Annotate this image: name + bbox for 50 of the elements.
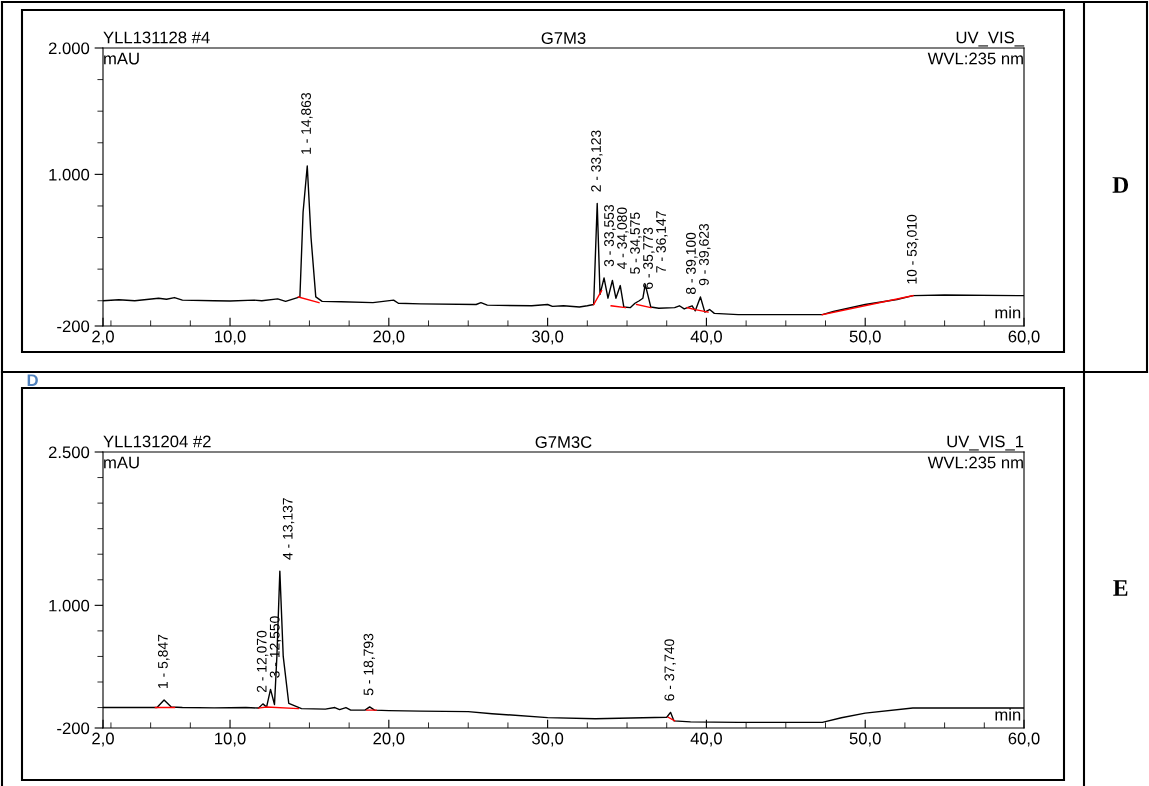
annotation: 6 - 37,740 bbox=[664, 639, 676, 701]
chart-title: G7M3C bbox=[535, 436, 592, 448]
text: D bbox=[27, 374, 38, 386]
x-tick-label: 60,0 bbox=[1008, 732, 1040, 747]
y-axis-title: mAU bbox=[104, 52, 139, 65]
x-tick-label: 20,0 bbox=[373, 732, 405, 747]
text: YLL131204 #2 bbox=[103, 435, 211, 448]
y-tick-label: 1.000 bbox=[49, 168, 90, 181]
annotation: 10 - 53,010 bbox=[906, 214, 919, 284]
y-axis-title: mAU bbox=[104, 456, 139, 469]
x-tick-label: 10,0 bbox=[215, 732, 246, 747]
x-tick-label: 2,0 bbox=[92, 330, 114, 345]
annotation: 3 - 33,553 bbox=[604, 204, 616, 267]
annotation: 4 - 13,137 bbox=[282, 498, 295, 560]
x-tick-label: 30,0 bbox=[532, 330, 564, 345]
text: YLL131128 #4 bbox=[103, 31, 210, 44]
x-tick-label: 40,0 bbox=[690, 330, 722, 345]
y-tick-label: 1.000 bbox=[49, 599, 90, 612]
annotation: 2 - 33,123 bbox=[591, 130, 603, 192]
y-tick-label: 2.500 bbox=[48, 446, 90, 459]
annotation: 2 - 12,070 bbox=[256, 630, 269, 693]
y-tick-label: -200 bbox=[57, 722, 90, 735]
x-tick-label: 40,0 bbox=[690, 732, 722, 747]
y-tick-label: -200 bbox=[57, 320, 90, 333]
x-tick-label: 10,0 bbox=[215, 330, 246, 345]
x-tick-label: 2,0 bbox=[92, 732, 114, 747]
annotation: 8 - 39,100 bbox=[686, 232, 698, 295]
x-tick-label: 60,0 bbox=[1008, 330, 1040, 345]
annotation: 4 - 34,080 bbox=[617, 207, 629, 270]
x-axis-title: min bbox=[995, 306, 1021, 319]
x-tick-label: 50,0 bbox=[849, 330, 881, 345]
annotation: 1 - 5,847 bbox=[157, 634, 170, 688]
chart-title: G7M3 bbox=[541, 32, 586, 44]
annotation: 1 - 14,863 bbox=[301, 92, 313, 154]
annotation: 5 - 34,575 bbox=[630, 212, 642, 274]
x-axis-title: min bbox=[995, 708, 1021, 721]
annotation: WVL:235 nm bbox=[927, 52, 1023, 65]
text: E bbox=[1113, 580, 1128, 596]
annotation: 3 - 12,550 bbox=[269, 616, 282, 678]
y-tick-label: 2.000 bbox=[48, 42, 90, 55]
x-tick-label: 30,0 bbox=[532, 732, 564, 747]
text: UV_VIS_1 bbox=[947, 435, 1024, 451]
annotation: 7 - 36,147 bbox=[656, 211, 668, 273]
text: UV_VIS_ bbox=[956, 31, 1025, 47]
annotation: 9 - 39,623 bbox=[699, 223, 711, 286]
x-tick-label: 20,0 bbox=[373, 330, 405, 345]
text: D bbox=[1112, 177, 1129, 193]
annotation: 5 - 18,793 bbox=[363, 633, 376, 696]
annotation: WVL:235 nm bbox=[927, 456, 1023, 469]
x-tick-label: 50,0 bbox=[849, 732, 881, 747]
